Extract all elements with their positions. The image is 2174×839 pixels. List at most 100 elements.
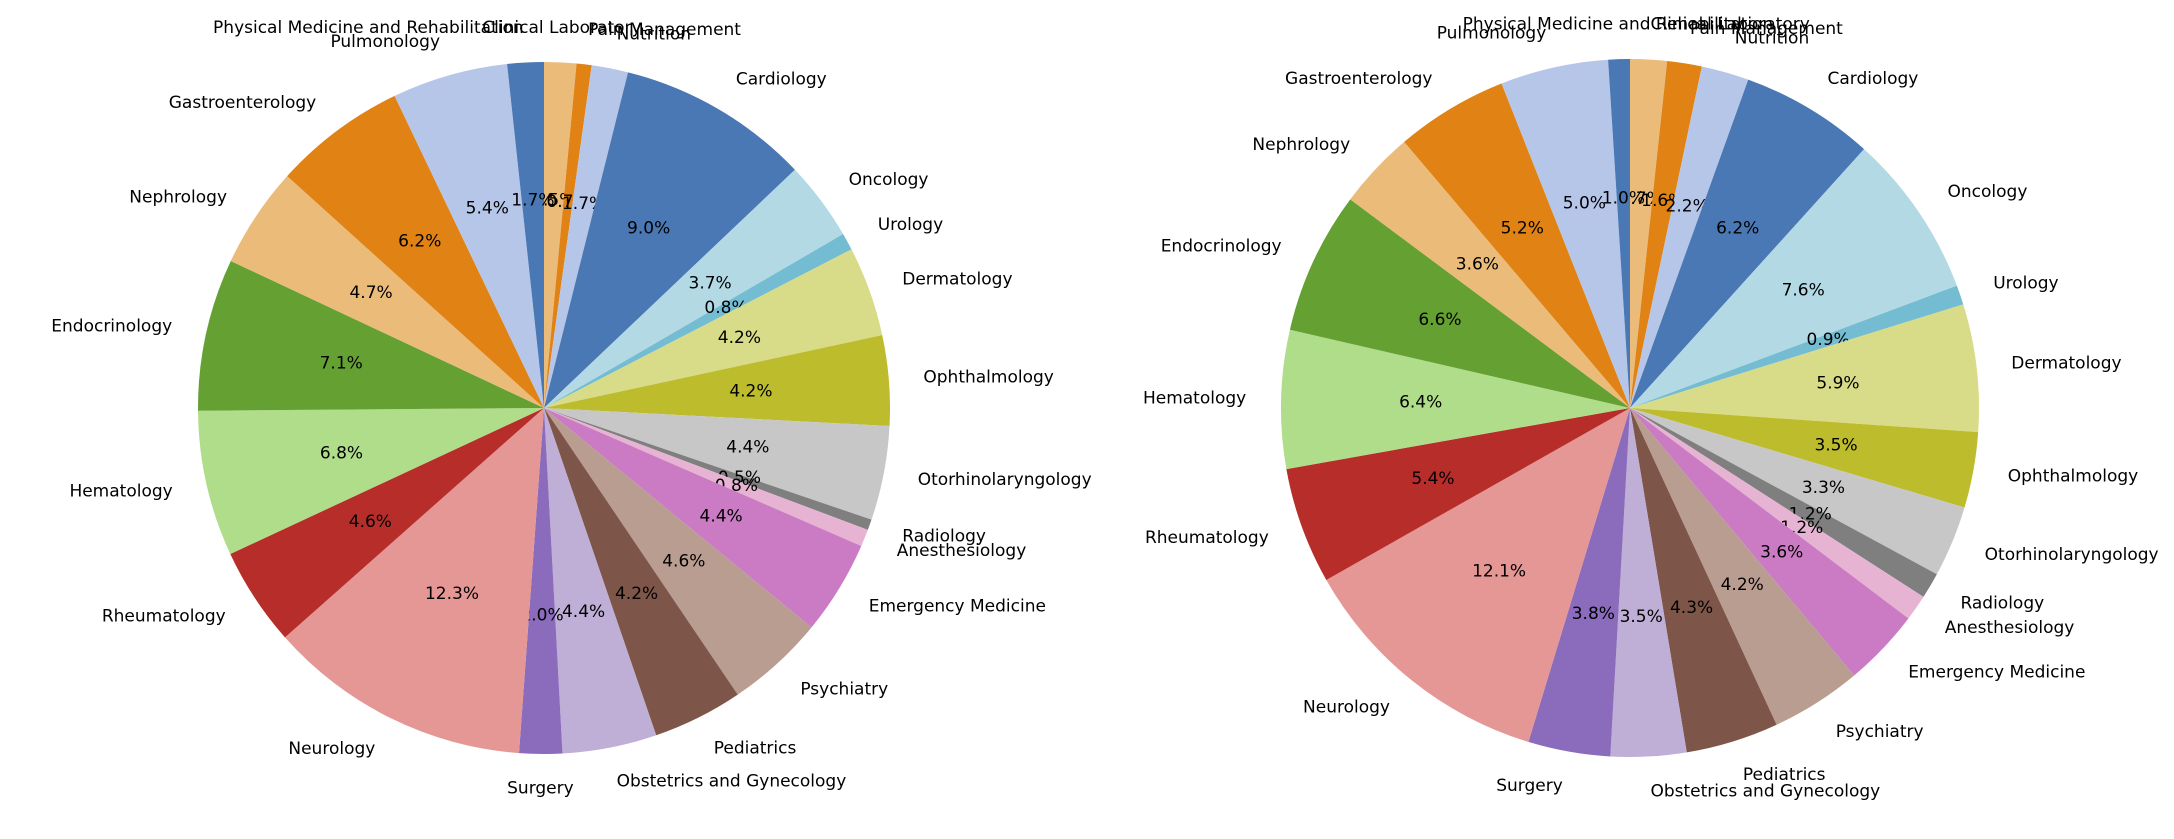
left-pie-pct-label: 3.7% xyxy=(689,274,732,294)
right-pie-slice-rheumatology xyxy=(1286,408,1630,580)
right-pie-slice-ophthalmology xyxy=(1630,408,1979,508)
left-pie-category-label: Anesthesiology xyxy=(897,541,1027,561)
left-pie-pct-label: 4.6% xyxy=(662,551,705,571)
left-pie-category-label: Urology xyxy=(878,215,943,235)
right-pie-slice-surgery xyxy=(1528,408,1630,757)
left-pie-pct-label: 6.2% xyxy=(398,232,441,252)
left-pie-slice-endocrinology xyxy=(198,261,544,411)
right-pie-category-label: Pulmonology xyxy=(1437,23,1547,43)
right-pie-category-label: Endocrinology xyxy=(1161,237,1282,257)
left-pie-category-label: Radiology xyxy=(902,526,986,546)
left-pie-pct-label: 4.2% xyxy=(615,584,658,604)
left-pie-category-label: Obstetrics and Gynecology xyxy=(617,772,847,792)
right-pie-slice-nutrition xyxy=(1630,66,1749,408)
left-pie-slice-cardiology xyxy=(544,72,795,408)
right-pie-slice-pulmonology xyxy=(1501,59,1630,409)
right-pie-pct-label: 4.3% xyxy=(1670,598,1713,618)
left-pie-slice-gastroenterology xyxy=(287,95,544,408)
left-pie-slice-nutrition xyxy=(544,65,629,408)
right-pie-pct-label: 6.4% xyxy=(1399,393,1442,413)
right-pie-pct-label: 3.6% xyxy=(1456,255,1499,275)
left-pie-pct-label: 4.2% xyxy=(729,381,772,401)
right-pie-pct-label: 5.0% xyxy=(1563,194,1606,214)
left-pie-category-label: Psychiatry xyxy=(800,679,888,699)
left-pie-category-label: Clinical Laboratory xyxy=(482,18,641,38)
left-pie-slice-physical-medicine-and-rehabilitation xyxy=(507,62,544,408)
right-pie-category-label: Clinical Laboratory xyxy=(1650,15,1809,35)
right-pie-pct-label: 5.4% xyxy=(1411,469,1454,489)
right-pie-pct-label: 5.2% xyxy=(1501,218,1544,238)
left-pie-pct-label: 4.2% xyxy=(718,328,761,348)
right-pie-pct-label: 12.1% xyxy=(1472,561,1526,581)
right-pie-slice-pediatrics xyxy=(1630,408,1777,753)
left-pie-slice-pain-management xyxy=(544,63,592,408)
left-pie-slice-psychiatry xyxy=(544,408,812,695)
right-pie-slice-urology xyxy=(1630,285,1964,408)
left-pie-slice-hematology xyxy=(198,408,545,554)
left-pie-category-label: Gastroenterology xyxy=(169,93,316,113)
right-pie-category-label: Hematology xyxy=(1143,388,1246,408)
left-pie-slice-rheumatology xyxy=(230,408,544,638)
right-pie-pct-label: 3.3% xyxy=(1802,478,1845,498)
left-pie-slice-nephrology xyxy=(230,176,545,408)
left-pie-category-label: Nephrology xyxy=(129,187,227,207)
left-pie-category-label: Physical Medicine and Rehabilitation xyxy=(213,18,524,38)
left-pie-category-label: Hematology xyxy=(69,482,172,502)
right-pie-category-label: Surgery xyxy=(1496,776,1563,796)
right-pie-category-label: Anesthesiology xyxy=(1945,618,2075,638)
right-pie-category-label: Rheumatology xyxy=(1145,528,1269,548)
left-pie-slice-obstetrics-and-gynecology xyxy=(544,408,657,754)
right-pie-category-label: Psychiatry xyxy=(1836,722,1924,742)
left-pie-slice-pediatrics xyxy=(544,408,738,736)
left-pie-pct-label: 4.4% xyxy=(700,506,743,526)
left-pie-category-label: Ophthalmology xyxy=(923,368,1053,388)
left-pie-slice-clinical-laboratory xyxy=(544,62,577,408)
right-pie-pct-label: 4.2% xyxy=(1721,575,1764,595)
right-pie-slice-otorhinolaryngology xyxy=(1630,408,1965,575)
right-pie-category-label: Pain Management xyxy=(1690,19,1843,39)
left-pie-category-label: Endocrinology xyxy=(51,317,172,337)
right-pie-pct-label: 3.5% xyxy=(1814,435,1857,455)
right-pie-category-label: Radiology xyxy=(1960,593,2044,613)
left-pie-category-label: Pediatrics xyxy=(714,739,797,759)
left-pie-category-label: Dermatology xyxy=(902,270,1012,290)
right-pie-slice-oncology xyxy=(1630,149,1957,408)
right-pie-pct-label: 5.9% xyxy=(1816,374,1859,394)
right-pie-slice-hematology xyxy=(1281,329,1630,470)
right-pie-pct-label: 3.6% xyxy=(1760,542,1803,562)
right-pie-pct-label: 6.6% xyxy=(1418,310,1461,330)
left-pie-pct-label: 1.7% xyxy=(511,191,554,211)
left-pie-category-label: Pulmonology xyxy=(330,32,440,52)
left-pie-slice-ophthalmology xyxy=(544,335,890,426)
left-pie-category-label: Emergency Medicine xyxy=(869,597,1046,617)
right-pie-slice-cardiology xyxy=(1630,79,1865,408)
right-pie-slice-psychiatry xyxy=(1630,408,1855,725)
left-pie-pct-label: 4.6% xyxy=(349,512,392,532)
left-pie-pct-label: 2.0% xyxy=(520,606,563,626)
right-pie-slice-clinical-laboratory xyxy=(1630,59,1668,408)
left-pie-slice-urology xyxy=(544,234,852,408)
right-pie-slice-gastroenterology xyxy=(1404,83,1630,409)
right-pie-slice-radiology xyxy=(1630,408,1937,597)
left-pie-category-label: Cardiology xyxy=(736,69,827,89)
right-pie-category-label: Obstetrics and Gynecology xyxy=(1650,781,1880,801)
right-pie-category-label: Physical Medicine and Rehabilitation xyxy=(1463,14,1774,34)
left-pie-slice-dermatology xyxy=(544,249,883,408)
right-pie-category-label: Pediatrics xyxy=(1743,765,1826,785)
right-pie-category-label: Urology xyxy=(1993,274,2058,294)
right-pie-slice-pain-management xyxy=(1630,60,1702,409)
left-pie-category-label: Nutrition xyxy=(617,24,691,44)
left-pie-pct-label: 9.0% xyxy=(627,219,670,239)
right-pie-category-label: Dermatology xyxy=(2011,353,2121,373)
right-pie-pct-label: 6.2% xyxy=(1716,218,1759,238)
right-pie-slice-emergency-medicine xyxy=(1630,408,1909,676)
right-pie-category-label: Oncology xyxy=(1948,182,2028,202)
left-pie-category-label: Oncology xyxy=(849,170,929,190)
left-pie-category-label: Otorhinolaryngology xyxy=(918,470,1092,490)
right-pie-pct-label: 3.8% xyxy=(1572,604,1615,624)
left-pie-slice-anesthesiology xyxy=(544,408,868,547)
right-pie-category-label: Nutrition xyxy=(1735,29,1809,49)
